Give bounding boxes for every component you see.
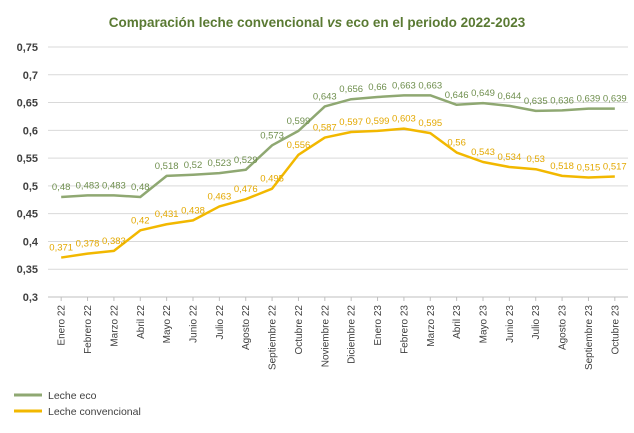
y-tick-label: 0,3: [23, 292, 38, 304]
series-line-convencional: [60, 127, 615, 259]
y-tick-label: 0,55: [17, 153, 38, 165]
data-label: 0,66: [368, 82, 387, 93]
data-label: 0,517: [603, 161, 627, 172]
data-label: 0,643: [313, 91, 337, 102]
data-label: 0,53: [526, 154, 545, 165]
data-label: 0,483: [102, 180, 126, 191]
series-lines: [60, 94, 615, 259]
data-label: 0,515: [577, 163, 601, 174]
y-tick-label: 0,7: [23, 70, 38, 82]
x-tick-label: Mayo 23: [479, 305, 490, 344]
data-label: 0,597: [339, 117, 363, 128]
x-tick-label: Junio 22: [189, 305, 200, 343]
x-tick-label: Octubre 23: [610, 305, 621, 355]
data-label: 0,663: [418, 80, 442, 91]
data-labels: 0,48 0,483 0,483 0,48 0,518 0,52 0,523 0,529 0,5…: [49, 80, 626, 253]
data-label: 0,534: [497, 152, 521, 163]
y-tick-label: 0,5: [23, 181, 38, 193]
data-label: 0,599: [287, 116, 311, 127]
data-label: 0,495: [260, 174, 284, 185]
data-label: 0,646: [445, 90, 469, 101]
data-label: 0,556: [287, 140, 311, 151]
y-tick-label: 0,45: [17, 209, 38, 221]
y-axis: 0,3 0,35 0,4 0,45 0,5 0,55 0,6 0,65 0,7 0,75: [17, 42, 39, 304]
data-label: 0,573: [260, 130, 284, 141]
chart-title-part-3: eco en el periodo 2022-2023: [342, 15, 526, 30]
data-label: 0,518: [155, 161, 179, 172]
x-tick-label: Septiembre 22: [268, 305, 279, 370]
series-line-eco: [61, 94, 615, 199]
legend: Leche eco Leche convencional: [14, 390, 141, 418]
data-label: 0,438: [181, 205, 205, 216]
x-tick-label: Marzo 23: [426, 305, 437, 347]
data-label: 0,543: [471, 147, 495, 158]
data-label: 0,476: [234, 184, 258, 195]
x-tick-label: Marzo 22: [109, 305, 120, 347]
data-label: 0,644: [497, 91, 521, 102]
y-tick-label: 0,4: [23, 236, 39, 248]
data-label: 0,378: [76, 239, 100, 250]
x-tick-label: Julio 23: [531, 305, 542, 340]
data-label: 0,636: [550, 95, 574, 106]
gridlines: [48, 46, 628, 298]
data-label: 0,599: [366, 116, 390, 127]
data-label: 0,639: [603, 94, 627, 105]
data-label: 0,431: [155, 209, 179, 220]
data-label: 0,48: [131, 182, 150, 193]
chart-title-part-2: vs: [327, 15, 343, 30]
legend-label: Leche convencional: [48, 406, 141, 418]
x-tick-label: Noviembre 22: [320, 305, 331, 368]
y-tick-label: 0,6: [23, 125, 38, 137]
legend-label: Leche eco: [48, 390, 97, 402]
x-tick-label: Abril 22: [136, 305, 147, 339]
x-tick-label: Julio 22: [215, 305, 226, 340]
x-tick-label: Octubre 22: [294, 305, 305, 355]
data-label: 0,42: [131, 215, 150, 226]
y-tick-label: 0,75: [17, 42, 38, 54]
data-label: 0,463: [207, 191, 231, 202]
data-label: 0,371: [49, 243, 73, 254]
data-label: 0,595: [418, 118, 442, 129]
data-label: 0,529: [234, 155, 258, 166]
data-label: 0,383: [102, 236, 126, 247]
x-tick-label: Febrero 23: [399, 305, 410, 354]
x-tick-label: Mayo 22: [162, 305, 173, 344]
x-tick-label: Diciembre 22: [347, 305, 358, 364]
data-label: 0,656: [339, 84, 363, 95]
x-tick-label: Enero 23: [373, 305, 384, 346]
y-tick-label: 0,65: [17, 98, 38, 110]
x-tick-label: Agosto 23: [558, 305, 569, 350]
data-label: 0,523: [207, 158, 231, 169]
y-tick-label: 0,35: [17, 264, 38, 276]
x-tick-label: Agosto 22: [241, 305, 252, 350]
data-label: 0,587: [313, 123, 337, 134]
data-label: 0,56: [447, 138, 466, 149]
data-label: 0,518: [550, 161, 574, 172]
x-tick-label: Enero 22: [57, 305, 68, 346]
data-label: 0,52: [184, 160, 203, 171]
data-label: 0,649: [471, 88, 495, 99]
x-tick-label: Febrero 22: [83, 305, 94, 354]
data-label: 0,663: [392, 80, 416, 91]
x-axis: Enero 22 Febrero 22 Marzo 22 Abril 22 Mayo 2…: [48, 296, 628, 370]
data-label: 0,603: [392, 114, 416, 125]
data-label: 0,635: [524, 96, 548, 107]
chart-title-part-1: Comparación leche convencional: [109, 15, 327, 30]
data-label: 0,483: [76, 180, 100, 191]
x-tick-label: Abril 23: [452, 305, 463, 339]
data-label: 0,48: [52, 182, 71, 193]
x-tick-label: Junio 23: [505, 305, 516, 343]
x-tick-label: Septiembre 23: [584, 305, 595, 370]
chart-title: Comparación leche convencional vs eco en…: [109, 15, 526, 30]
data-label: 0,639: [577, 94, 601, 105]
